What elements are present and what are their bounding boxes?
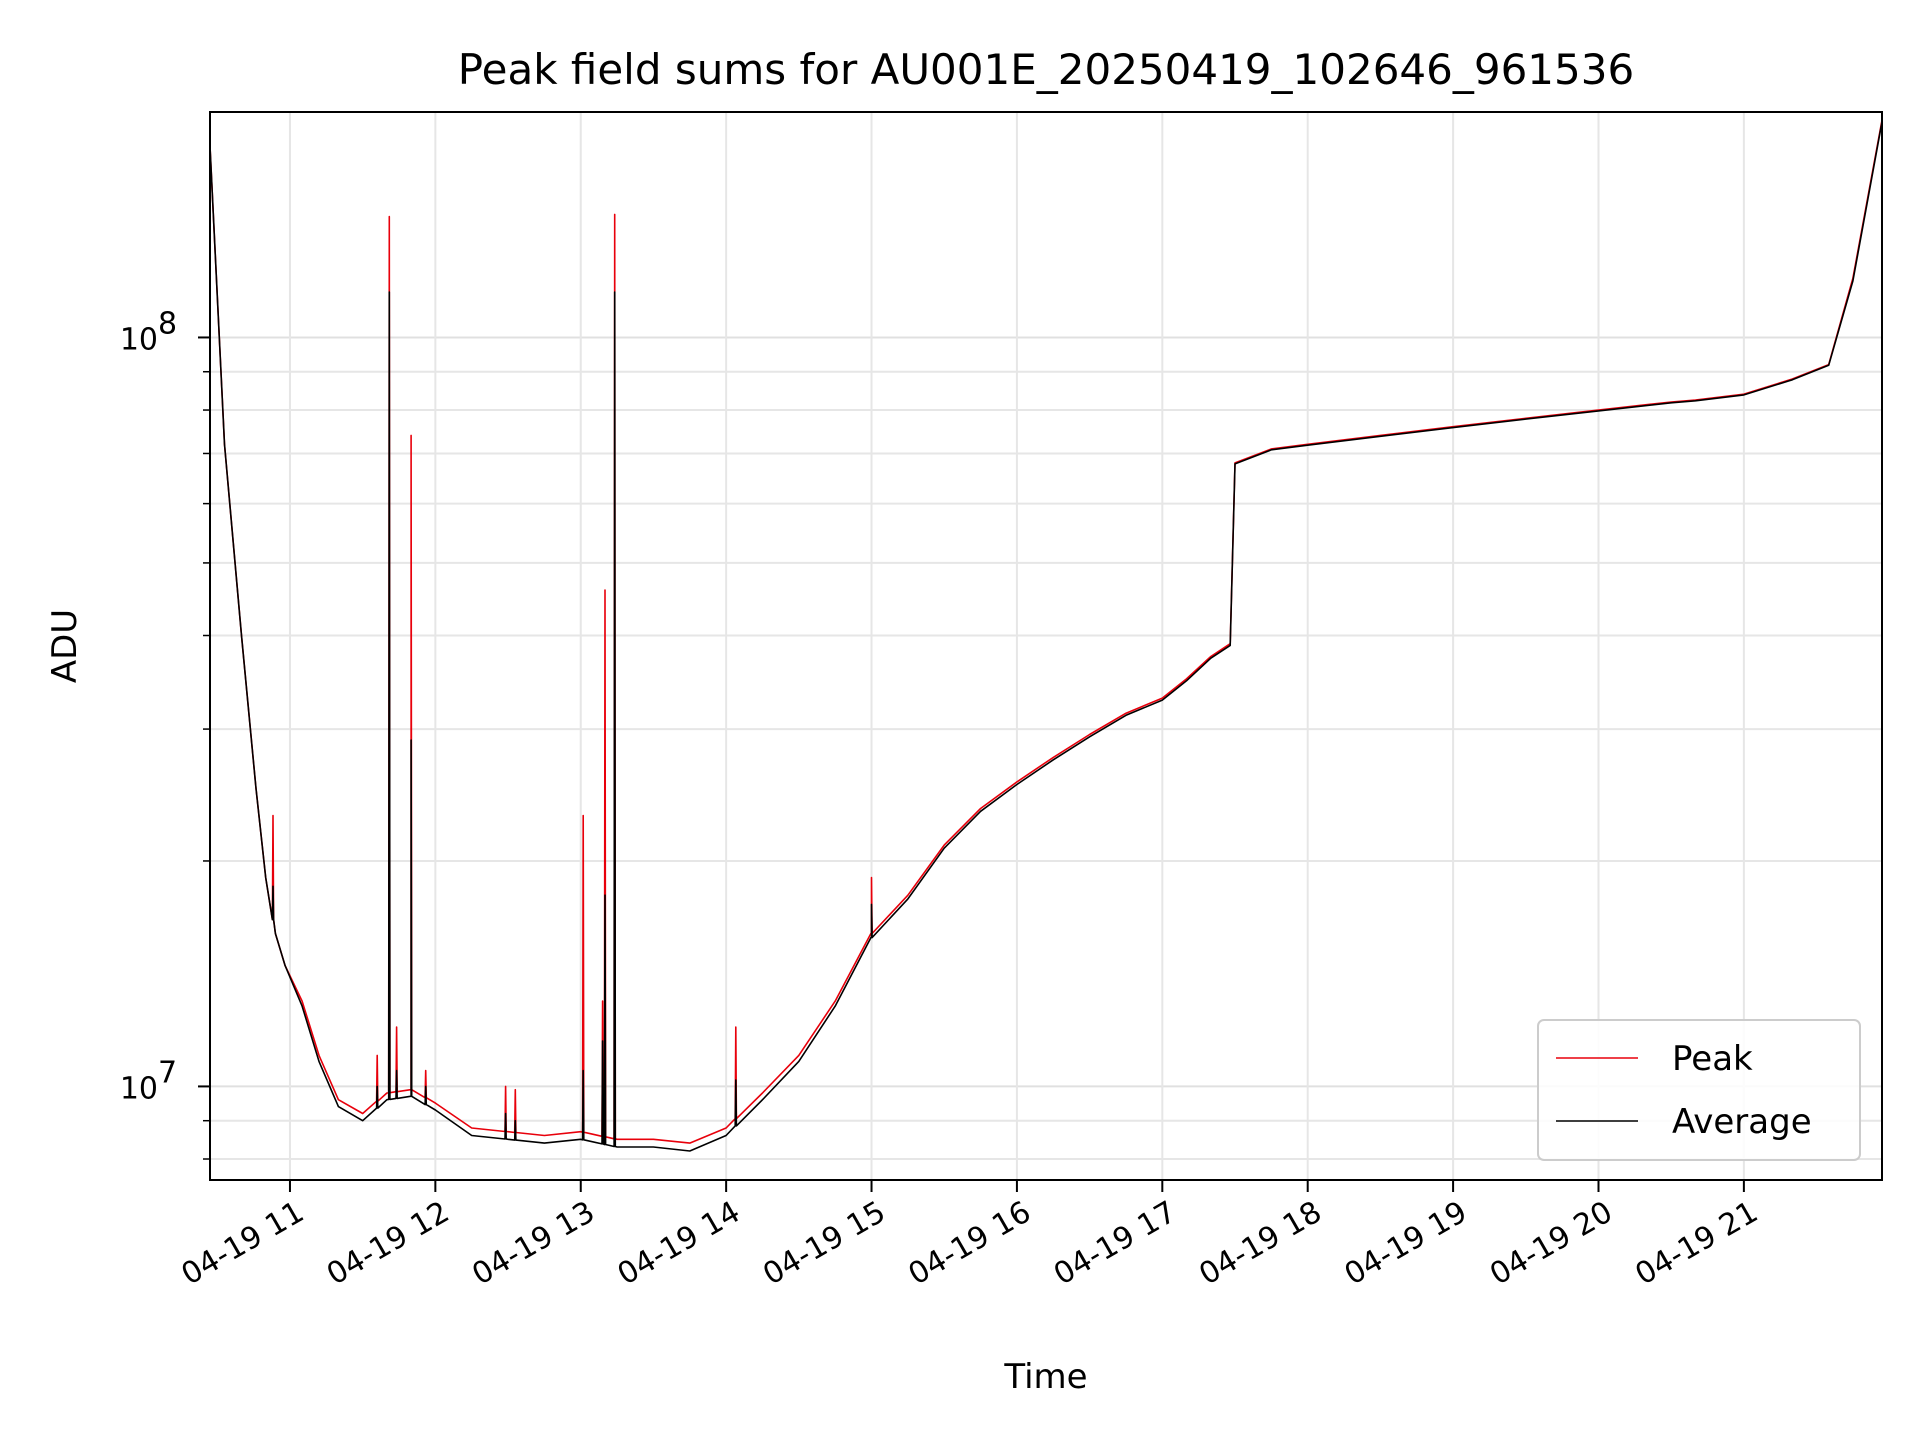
x-axis-label: Time bbox=[1003, 1357, 1087, 1397]
y-tick-exponent: 8 bbox=[158, 306, 177, 341]
legend-box bbox=[1537, 1019, 1861, 1161]
series-line-average bbox=[209, 121, 1883, 1152]
series-line-peak bbox=[209, 120, 1883, 1144]
y-tick-label: 10 bbox=[120, 1071, 158, 1106]
y-axis-label: ADU bbox=[45, 609, 85, 683]
y-tick-label: 10 bbox=[120, 322, 158, 357]
legend-average-label: Average bbox=[1672, 1102, 1812, 1142]
legend-peak-label: Peak bbox=[1672, 1039, 1753, 1079]
chart-title: Peak field sums for AU001E_20250419_1026… bbox=[458, 45, 1634, 94]
series-layer bbox=[209, 120, 1883, 1152]
plot-frame bbox=[209, 111, 1883, 1181]
y-tick-exponent: 7 bbox=[158, 1055, 177, 1090]
legend: Peak Average bbox=[1537, 1019, 1861, 1161]
